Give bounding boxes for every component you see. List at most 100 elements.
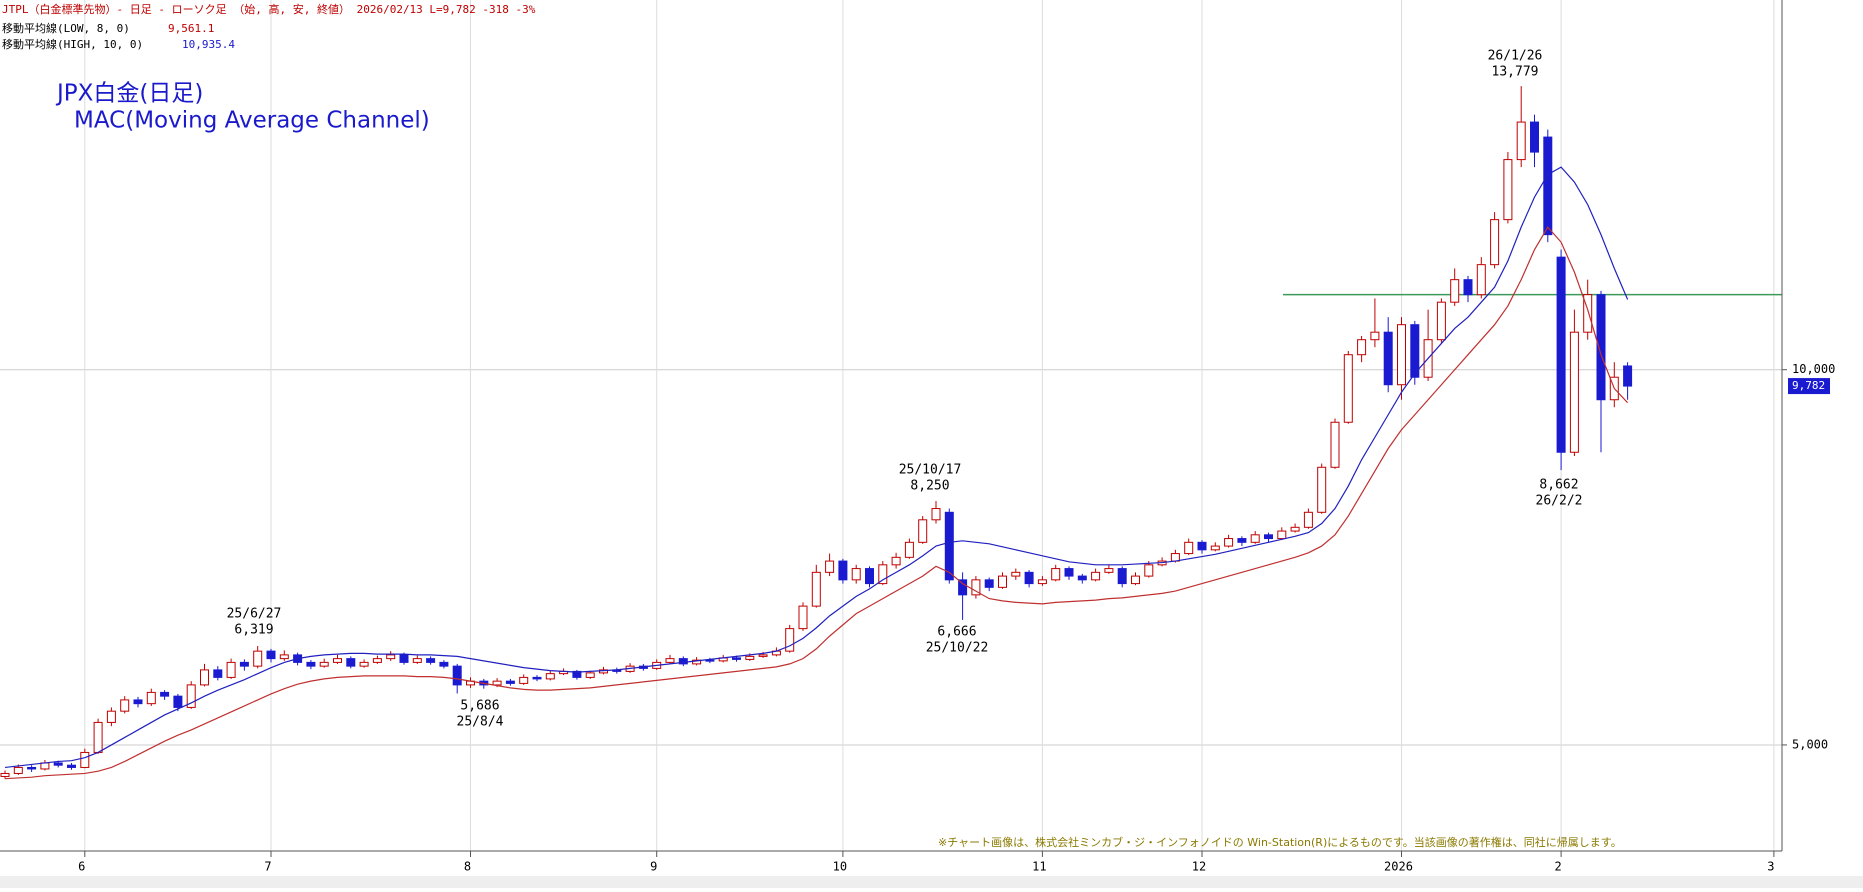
candle-body <box>399 654 409 663</box>
candle-body <box>133 699 143 705</box>
ma-high-value: 10,935.4 <box>182 38 235 51</box>
moving-average-line <box>4 226 1629 780</box>
annotation-label: 26/1/26 <box>1488 49 1543 64</box>
candle-body <box>426 658 436 663</box>
candle-body <box>865 568 874 585</box>
candle-body <box>505 680 515 684</box>
candle-body <box>851 568 861 581</box>
candle-body <box>1530 121 1539 153</box>
candle-body <box>1596 294 1606 401</box>
x-tick-label: 2 <box>1554 860 1561 874</box>
candle-body <box>213 669 223 678</box>
candle-body <box>1317 466 1327 513</box>
candle-body <box>1290 526 1300 532</box>
candle-body <box>1490 219 1500 266</box>
x-tick-label: 3 <box>1767 860 1774 874</box>
candle-body <box>998 575 1007 588</box>
candle-body <box>359 661 369 667</box>
candle-body <box>1556 256 1566 453</box>
candle-body <box>745 655 755 660</box>
x-tick-label: 7 <box>264 860 271 874</box>
candle-body <box>319 661 329 667</box>
candle-body <box>160 691 170 697</box>
candle-body <box>386 654 396 660</box>
candle-body <box>1250 534 1260 543</box>
candle-body <box>692 659 702 665</box>
candle-body <box>958 579 968 596</box>
candle-body <box>931 508 941 521</box>
candle-body <box>492 680 502 686</box>
candle-body <box>1410 324 1420 378</box>
candle-body <box>878 564 888 585</box>
annotation-label: 13,779 <box>1492 65 1539 80</box>
annotation-label: 5,686 <box>460 699 499 714</box>
candle-body <box>333 658 342 663</box>
candle-body <box>532 676 542 680</box>
last-price-label: 9,782 <box>1792 379 1825 392</box>
grid <box>0 0 1787 857</box>
header-line: JTPL（白金標準先物）- 日足 - ローソク足 （始, 高, 安, 終値） 2… <box>2 2 536 16</box>
candle-body <box>200 669 209 686</box>
candle-body <box>572 670 582 678</box>
candle-body <box>665 658 675 663</box>
moving-average-line <box>4 166 1629 769</box>
candle-body <box>93 721 103 753</box>
candle-body <box>412 658 422 663</box>
candle-body <box>120 699 130 712</box>
candle-body <box>1436 301 1446 341</box>
candle-body <box>758 654 768 657</box>
candle-body <box>1077 575 1087 581</box>
x-tick-label: 9 <box>650 860 657 874</box>
plot <box>0 86 1782 780</box>
x-tick-label: 6 <box>78 860 85 874</box>
candle-body <box>1583 294 1593 333</box>
x-tick-label: 12 <box>1192 860 1206 874</box>
y-tick-label: 10,000 <box>1792 362 1835 376</box>
candle-body <box>798 605 808 630</box>
candle-body <box>1184 541 1194 555</box>
candle-body <box>306 661 316 667</box>
candle-body <box>226 661 236 678</box>
candle-body <box>372 658 382 663</box>
last-price-box <box>1788 378 1830 395</box>
candle-body <box>838 560 848 581</box>
annotation-label: 25/8/4 <box>457 715 504 730</box>
candle-body <box>732 657 741 660</box>
scroll-bar <box>0 876 1863 888</box>
candle-body <box>106 710 116 723</box>
candle-body <box>173 695 183 708</box>
candle-body <box>1330 421 1340 468</box>
candle-body <box>1343 354 1353 423</box>
candle-body <box>1037 579 1047 585</box>
ma-low-label: 移動平均線(LOW, 8, 0) <box>2 21 130 35</box>
credit: ※チャート画像は、株式会社ミンカブ・ジ・インフォノイドの Win-Station… <box>938 835 1622 849</box>
ma-low-value: 9,561.1 <box>168 22 214 35</box>
x-tick-label: 8 <box>464 860 471 874</box>
candle-body <box>519 676 529 684</box>
candle-body <box>1064 568 1074 577</box>
x-tick-label: 10 <box>833 860 847 874</box>
candle-body <box>1397 324 1406 386</box>
candle-body <box>1383 331 1393 386</box>
candle-body <box>253 650 263 667</box>
x-tick-label: 2026 <box>1384 860 1413 874</box>
annotation-label: 8,250 <box>910 479 949 494</box>
candle-body <box>1104 568 1114 573</box>
candle-body <box>279 654 289 660</box>
candle-body <box>452 665 462 686</box>
chart-title: JPX白金(日足) <box>55 81 203 107</box>
candle-body <box>146 691 156 705</box>
annotation-label: 6,319 <box>234 623 273 638</box>
candle-body <box>1463 279 1473 296</box>
candle-body <box>439 661 449 667</box>
candle-body <box>186 684 196 708</box>
ma-high-label: 移動平均線(HIGH, 10, 0) <box>2 37 143 51</box>
candle-body <box>1264 534 1273 540</box>
candle-body <box>346 658 356 667</box>
candle-body <box>0 772 10 777</box>
candle-body <box>545 673 555 680</box>
candle-body <box>1516 121 1526 161</box>
